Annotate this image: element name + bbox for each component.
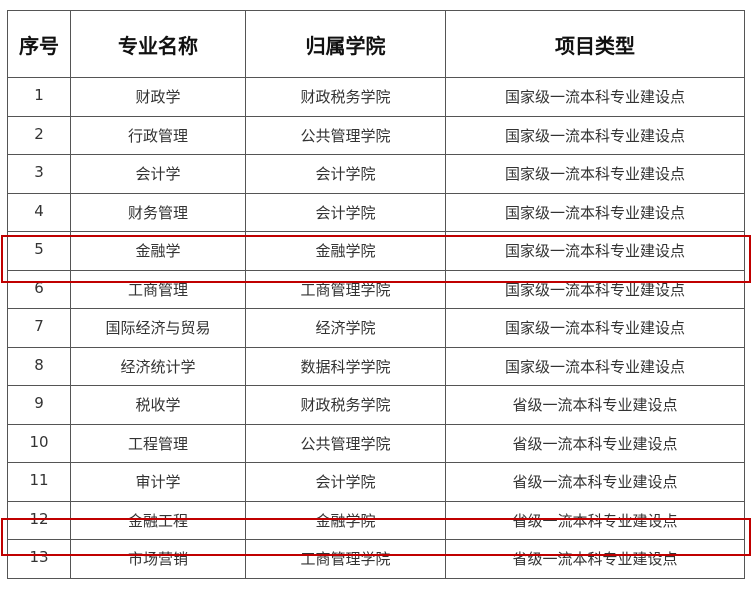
table-row: 10 工程管理 公共管理学院 省级一流本科专业建设点 xyxy=(7,423,745,463)
header-type: 项目类型 xyxy=(445,10,745,78)
cell-type: 国家级一流本科专业建设点 xyxy=(445,115,745,155)
table-row: 6 工商管理 工商管理学院 国家级一流本科专业建设点 xyxy=(7,269,745,309)
cell-major: 市场营销 xyxy=(70,539,246,579)
table-row: 3 会计学 会计学院 国家级一流本科专业建设点 xyxy=(7,154,745,194)
cell-index: 10 xyxy=(7,423,71,463)
cell-college: 会计学院 xyxy=(245,462,446,502)
header-index: 序号 xyxy=(7,10,71,78)
cell-type: 国家级一流本科专业建设点 xyxy=(445,77,745,117)
cell-major: 工程管理 xyxy=(70,423,246,463)
majors-table: 序号 专业名称 归属学院 项目类型 1 财政学 财政税务学院 国家级一流本科专业建设点… xyxy=(7,10,745,579)
cell-major: 财务管理 xyxy=(70,192,246,232)
cell-index: 13 xyxy=(7,539,71,579)
cell-type: 国家级一流本科专业建设点 xyxy=(445,308,745,348)
cell-index: 5 xyxy=(7,231,71,271)
cell-college: 金融学院 xyxy=(245,500,446,540)
highlight-box-row-5 xyxy=(1,235,751,283)
cell-major: 财政学 xyxy=(70,77,246,117)
table-row: 11 审计学 会计学院 省级一流本科专业建设点 xyxy=(7,462,745,502)
cell-type: 省级一流本科专业建设点 xyxy=(445,423,745,463)
table-row: 1 财政学 财政税务学院 国家级一流本科专业建设点 xyxy=(7,77,745,117)
table-row: 8 经济统计学 数据科学学院 国家级一流本科专业建设点 xyxy=(7,346,745,386)
cell-college: 会计学院 xyxy=(245,192,446,232)
cell-index: 9 xyxy=(7,385,71,425)
cell-type: 国家级一流本科专业建设点 xyxy=(445,346,745,386)
cell-type: 国家级一流本科专业建设点 xyxy=(445,269,745,309)
table-row: 4 财务管理 会计学院 国家级一流本科专业建设点 xyxy=(7,192,745,232)
cell-type: 省级一流本科专业建设点 xyxy=(445,462,745,502)
table-row: 13 市场营销 工商管理学院 省级一流本科专业建设点 xyxy=(7,539,745,579)
cell-index: 4 xyxy=(7,192,71,232)
table-row: 7 国际经济与贸易 经济学院 国家级一流本科专业建设点 xyxy=(7,308,745,348)
cell-index: 6 xyxy=(7,269,71,309)
cell-college: 工商管理学院 xyxy=(245,269,446,309)
cell-index: 11 xyxy=(7,462,71,502)
cell-major: 工商管理 xyxy=(70,269,246,309)
cell-index: 2 xyxy=(7,115,71,155)
cell-major: 经济统计学 xyxy=(70,346,246,386)
cell-type: 国家级一流本科专业建设点 xyxy=(445,154,745,194)
cell-major: 行政管理 xyxy=(70,115,246,155)
cell-index: 8 xyxy=(7,346,71,386)
table-row: 2 行政管理 公共管理学院 国家级一流本科专业建设点 xyxy=(7,115,745,155)
cell-college: 数据科学学院 xyxy=(245,346,446,386)
cell-type: 省级一流本科专业建设点 xyxy=(445,385,745,425)
cell-college: 公共管理学院 xyxy=(245,115,446,155)
cell-college: 公共管理学院 xyxy=(245,423,446,463)
cell-major: 审计学 xyxy=(70,462,246,502)
cell-college: 经济学院 xyxy=(245,308,446,348)
cell-major: 税收学 xyxy=(70,385,246,425)
cell-college: 会计学院 xyxy=(245,154,446,194)
cell-type: 国家级一流本科专业建设点 xyxy=(445,192,745,232)
highlight-box-row-12 xyxy=(1,518,751,556)
header-major: 专业名称 xyxy=(70,10,246,78)
table-row: 12 金融工程 金融学院 省级一流本科专业建设点 xyxy=(7,500,745,540)
header-college: 归属学院 xyxy=(245,10,446,78)
cell-index: 1 xyxy=(7,77,71,117)
cell-major: 会计学 xyxy=(70,154,246,194)
table-row: 9 税收学 财政税务学院 省级一流本科专业建设点 xyxy=(7,385,745,425)
cell-index: 7 xyxy=(7,308,71,348)
cell-college: 财政税务学院 xyxy=(245,77,446,117)
cell-major: 国际经济与贸易 xyxy=(70,308,246,348)
cell-college: 财政税务学院 xyxy=(245,385,446,425)
cell-index: 3 xyxy=(7,154,71,194)
header-row: 序号 专业名称 归属学院 项目类型 xyxy=(7,10,745,78)
